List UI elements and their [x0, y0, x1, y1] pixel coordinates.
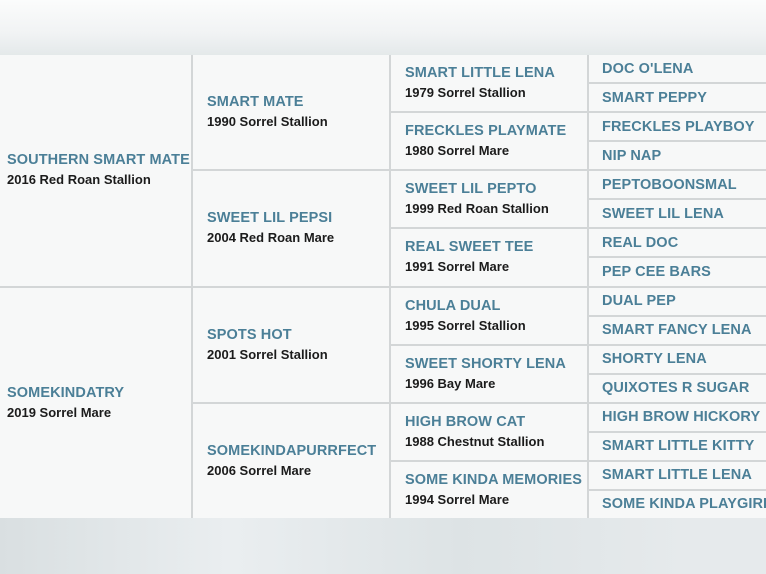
great-great-grandparent-cell: DUAL PEP [589, 287, 766, 315]
horse-name[interactable]: SHORTY LENA [602, 351, 707, 368]
horse-name[interactable]: FRECKLES PLAYMATE [405, 123, 567, 140]
great-great-grandparent-cell: SMART FANCY LENA [589, 316, 766, 344]
horse-name[interactable]: PEPTOBOONSMAL [602, 176, 737, 193]
grandparent-cell: SOMEKINDAPURRFECT 2006 Sorrel Mare [193, 403, 389, 518]
great-grandparent-cell: SWEET LIL PEPTO 1999 Red Roan Stallion [391, 171, 587, 228]
horse-name[interactable]: CHULA DUAL [405, 297, 501, 314]
horse-name[interactable]: SOUTHERN SMART MATE [7, 152, 190, 169]
great-grandparent-cell: HIGH BROW CAT 1988 Chestnut Stallion [391, 403, 587, 460]
horse-details: 1996 Bay Mare [405, 375, 496, 391]
great-great-grandparent-cell: DOC O'LENA [589, 55, 766, 83]
great-grandparent-cell: FRECKLES PLAYMATE 1980 Sorrel Mare [391, 113, 587, 170]
great-great-grandparent-cell: SMART PEPPY [589, 84, 766, 112]
horse-details: 2019 Sorrel Mare [7, 404, 112, 420]
grandparent-cell: SWEET LIL PEPSI 2004 Red Roan Mare [193, 171, 389, 286]
horse-name[interactable]: REAL DOC [602, 234, 679, 251]
grandparent-cell: SPOTS HOT 2001 Sorrel Stallion [193, 287, 389, 402]
horse-name[interactable]: SWEET LIL LENA [602, 205, 724, 222]
great-grandparent-cell: REAL SWEET TEE 1991 Sorrel Mare [391, 229, 587, 286]
pedigree-chart: SOUTHERN SMART MATE 2016 Red Roan Stallio… [0, 55, 766, 518]
horse-details: 1980 Sorrel Mare [405, 143, 510, 159]
horse-name[interactable]: SMART FANCY LENA [602, 322, 752, 339]
horse-details: 2004 Red Roan Mare [207, 230, 335, 246]
great-great-grandparent-cell: SMART LITTLE KITTY [589, 432, 766, 460]
horse-name[interactable]: SOMEKINDATRY [7, 384, 125, 401]
great-grandparent-cell: CHULA DUAL 1995 Sorrel Stallion [391, 287, 587, 344]
great-great-grandparent-cell: NIP NAP [589, 142, 766, 170]
horse-name[interactable]: SOME KINDA MEMORIES [405, 471, 582, 488]
horse-name[interactable]: DOC O'LENA [602, 60, 694, 77]
horse-name[interactable]: SOMEKINDAPURRFECT [207, 442, 377, 459]
horse-name[interactable]: HIGH BROW HICKORY [602, 409, 761, 426]
great-great-grandparent-cell: PEPTOBOONSMAL [589, 171, 766, 199]
great-grandparent-cell: SWEET SHORTY LENA 1996 Bay Mare [391, 345, 587, 402]
blurred-background-bottom [0, 518, 766, 574]
horse-details: 1994 Sorrel Mare [405, 491, 510, 507]
horse-name[interactable]: SPOTS HOT [207, 326, 292, 343]
great-great-grandparent-cell: SMART LITTLE LENA [589, 461, 766, 489]
horse-name[interactable]: SWEET SHORTY LENA [405, 355, 566, 372]
horse-name[interactable]: PEP CEE BARS [602, 263, 711, 280]
great-great-grandparent-cell: SOME KINDA PLAYGIRL [589, 490, 766, 518]
great-great-grandparent-cell: QUIXOTES R SUGAR [589, 374, 766, 402]
horse-details: 1995 Sorrel Stallion [405, 317, 526, 333]
horse-details: 1979 Sorrel Stallion [405, 85, 526, 101]
horse-name[interactable]: SMART LITTLE LENA [602, 467, 752, 484]
great-great-grandparent-cell: FRECKLES PLAYBOY [589, 113, 766, 141]
blurred-background-top [0, 0, 766, 55]
horse-details: 1988 Chestnut Stallion [405, 433, 545, 449]
great-great-grandparent-cell: PEP CEE BARS [589, 258, 766, 286]
great-great-grandparent-cell: SWEET LIL LENA [589, 200, 766, 228]
great-great-grandparent-cell: REAL DOC [589, 229, 766, 257]
great-grandparent-cell: SMART LITTLE LENA 1979 Sorrel Stallion [391, 55, 587, 112]
horse-details: 2006 Sorrel Mare [207, 462, 312, 478]
horse-details: 1991 Sorrel Mare [405, 259, 510, 275]
horse-details: 1990 Sorrel Stallion [207, 114, 328, 130]
horse-name[interactable]: QUIXOTES R SUGAR [602, 380, 750, 397]
horse-name[interactable]: SMART LITTLE KITTY [602, 438, 755, 455]
great-great-grandparent-cell: HIGH BROW HICKORY [589, 403, 766, 431]
horse-name[interactable]: SMART PEPPY [602, 89, 708, 106]
horse-details: 1999 Red Roan Stallion [405, 201, 549, 217]
sire-dam-cell: SOMEKINDATRY 2019 Sorrel Mare [0, 287, 191, 518]
horse-name[interactable]: SMART LITTLE LENA [405, 65, 555, 82]
horse-name[interactable]: SOME KINDA PLAYGIRL [602, 496, 766, 513]
horse-details: 2016 Red Roan Stallion [7, 172, 151, 188]
great-grandparent-cell: SOME KINDA MEMORIES 1994 Sorrel Mare [391, 461, 587, 518]
horse-details: 2001 Sorrel Stallion [207, 346, 328, 362]
sire-dam-cell: SOUTHERN SMART MATE 2016 Red Roan Stallio… [0, 55, 191, 286]
horse-name[interactable]: SMART MATE [207, 94, 304, 111]
horse-name[interactable]: SWEET LIL PEPTO [405, 181, 537, 198]
grandparent-cell: SMART MATE 1990 Sorrel Stallion [193, 55, 389, 170]
horse-name[interactable]: SWEET LIL PEPSI [207, 210, 333, 227]
horse-name[interactable]: REAL SWEET TEE [405, 239, 534, 256]
horse-name[interactable]: FRECKLES PLAYBOY [602, 118, 755, 135]
horse-name[interactable]: NIP NAP [602, 147, 662, 164]
horse-name[interactable]: HIGH BROW CAT [405, 413, 526, 430]
horse-name[interactable]: DUAL PEP [602, 293, 676, 310]
great-great-grandparent-cell: SHORTY LENA [589, 345, 766, 373]
